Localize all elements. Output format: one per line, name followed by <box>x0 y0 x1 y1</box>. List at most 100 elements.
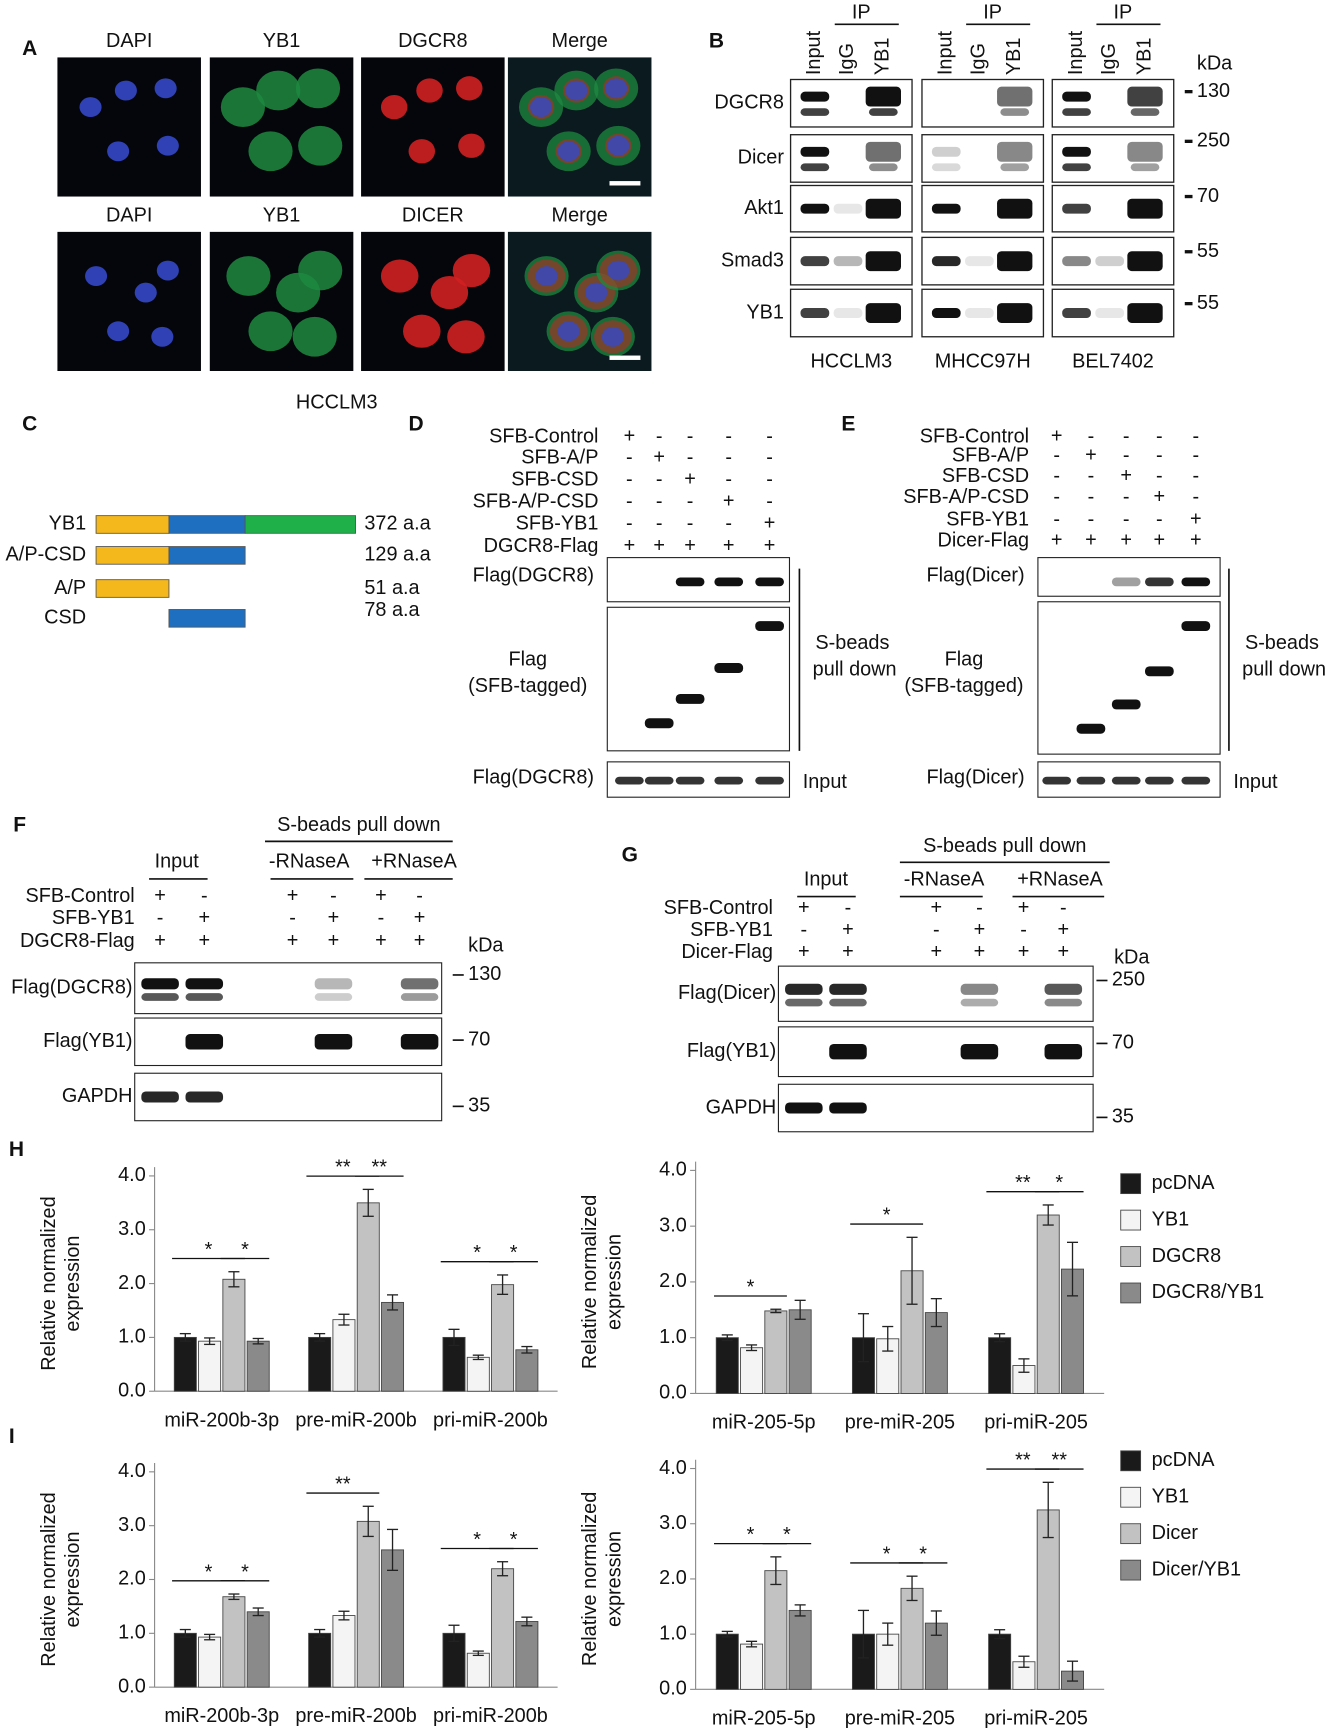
bar <box>356 1520 380 1688</box>
blot-label: GAPDH <box>706 1096 777 1118</box>
y-axis-title: Relative normalized <box>38 1196 60 1370</box>
condition-label: Dicer-Flag <box>681 941 773 963</box>
error-bar <box>770 1308 782 1314</box>
nucleus <box>601 326 624 347</box>
error-bar <box>1066 1660 1079 1682</box>
cell <box>458 133 485 158</box>
significance-label: ** <box>335 1157 351 1179</box>
blot-band <box>829 983 867 995</box>
blot-band <box>931 203 961 214</box>
significance-label: * <box>510 1242 518 1264</box>
sign: + <box>624 425 636 447</box>
blot-label: Flag(DGCR8) <box>11 976 132 998</box>
blot-band <box>1095 308 1125 318</box>
y-axis-title: expression <box>62 1236 84 1332</box>
condition-label: SFB-A/P-CSD <box>473 491 599 513</box>
sign: - <box>1192 444 1199 466</box>
channel-label: YB1 <box>263 205 301 227</box>
sign: + <box>1154 529 1166 551</box>
sign: + <box>764 535 776 557</box>
blot-band <box>755 577 784 587</box>
blot-band <box>868 163 898 172</box>
blot-band <box>931 163 961 172</box>
blot-band <box>644 718 674 729</box>
sign: - <box>1192 465 1199 487</box>
blot <box>134 962 443 1015</box>
legend-label: DGCR8 <box>1152 1245 1222 1267</box>
nucleus <box>607 260 630 281</box>
panel-label: A <box>22 37 37 60</box>
y-tick-label: 0.0 <box>659 1678 687 1700</box>
blot-label: Flag(YB1) <box>687 1040 776 1062</box>
blot-band <box>1127 86 1163 107</box>
y-tick-label: 0.0 <box>118 1675 146 1697</box>
blot-band <box>1062 308 1091 318</box>
nucleus <box>156 135 179 156</box>
sign: + <box>287 885 299 907</box>
panel-label: G <box>622 843 638 866</box>
condition-label: SFB-CSD <box>942 465 1029 487</box>
bar <box>356 1202 380 1392</box>
blot-band <box>615 776 644 785</box>
header-label: Input <box>155 851 200 873</box>
blot-band <box>800 163 830 172</box>
x-tick-label: pre-miR-205 <box>845 1707 955 1728</box>
condition-label: DGCR8-Flag <box>20 930 135 952</box>
significance-label: * <box>205 1239 213 1261</box>
blot-band <box>185 978 224 990</box>
significance-label: ** <box>1015 1450 1031 1472</box>
condition-label: SFB-A/P-CSD <box>903 486 1029 508</box>
blot-band <box>965 308 994 318</box>
error-bar <box>994 1629 1006 1640</box>
sign: + <box>375 930 387 952</box>
x-tick-label: miR-200b-3p <box>164 1409 279 1431</box>
channel-label: Merge <box>552 30 608 52</box>
micrograph <box>361 57 505 197</box>
sign: - <box>626 446 633 468</box>
blot-band <box>1111 577 1141 587</box>
bar <box>246 1340 270 1392</box>
bar <box>788 1309 812 1394</box>
marker-label: 55 <box>1197 240 1219 262</box>
error-bar <box>521 1345 533 1354</box>
blot-label: (SFB-tagged) <box>468 675 587 697</box>
blot-band <box>865 141 901 162</box>
error-bar <box>338 1313 350 1326</box>
channel-label: DICER <box>402 205 464 227</box>
side-label: S-beads <box>815 632 889 654</box>
marker-label: 35 <box>468 1095 490 1117</box>
bar <box>198 1340 222 1392</box>
construct-name: A/P-CSD <box>6 544 87 566</box>
significance-label: * <box>241 1239 249 1261</box>
error-bar <box>906 1236 918 1305</box>
nucleus <box>85 266 108 286</box>
blot-band <box>400 978 439 990</box>
sign: - <box>687 513 694 535</box>
blot-band <box>960 1043 999 1060</box>
error-bar <box>1042 1481 1054 1539</box>
cell <box>220 87 266 127</box>
blot-band <box>865 303 901 323</box>
condition-label: SFB-YB1 <box>946 508 1029 530</box>
sign: - <box>656 425 663 447</box>
error-bar <box>497 1561 509 1577</box>
channel-label: DAPI <box>106 205 152 227</box>
sign: - <box>1192 425 1199 447</box>
panel-label: C <box>22 413 37 436</box>
sign: + <box>931 941 943 963</box>
legend-swatch <box>1120 1209 1142 1231</box>
blot-band <box>714 577 744 587</box>
blot <box>606 606 791 752</box>
sign: - <box>725 513 732 535</box>
lane-label: YB1 <box>1003 38 1025 76</box>
protein-label: Dicer <box>738 147 785 169</box>
significance-label: * <box>883 1205 891 1227</box>
error-bar <box>794 1299 806 1320</box>
error-bar <box>1018 1358 1030 1373</box>
blot-label: Flag(DGCR8) <box>473 565 594 587</box>
x-tick-label: pri-miR-200b <box>433 1705 548 1727</box>
sign: + <box>1018 897 1030 919</box>
domain <box>168 609 246 628</box>
legend-swatch <box>1120 1523 1142 1545</box>
blot-band <box>714 663 744 673</box>
